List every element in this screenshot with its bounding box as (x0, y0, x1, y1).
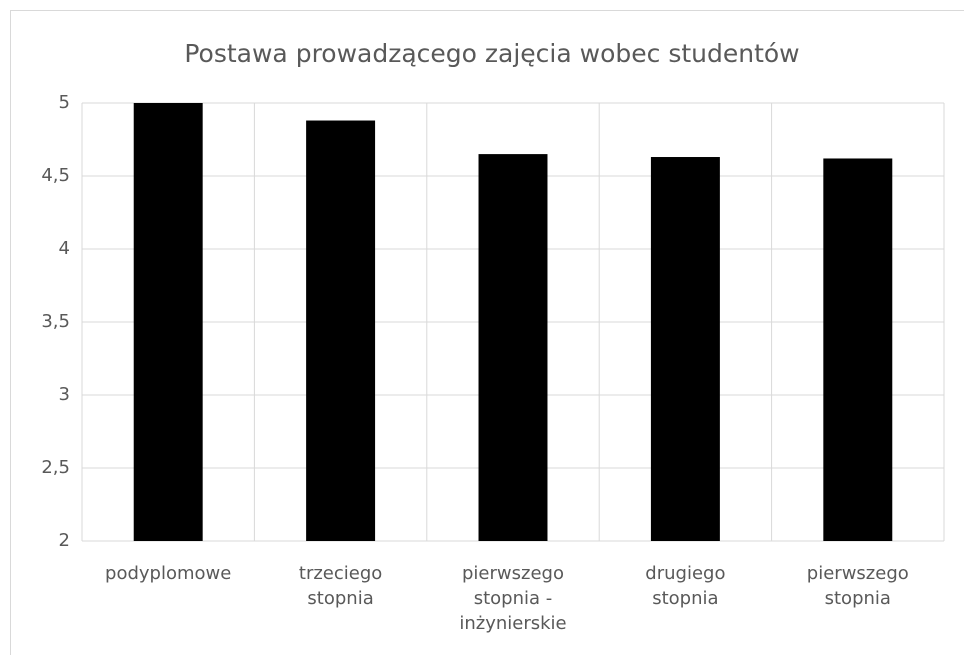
bar (133, 103, 203, 541)
x-tick-label: drugiego stopnia (645, 563, 726, 609)
y-tick-label: 3 (59, 384, 70, 405)
x-tick-label-box: pierwszego stopnia - inżynierskie (459, 563, 567, 634)
x-tick-label-box: trzeciego stopnia (298, 563, 383, 609)
bar (823, 158, 893, 542)
bar (650, 157, 720, 541)
chart-title: Postawa prowadzącego zajęcia wobec stude… (184, 39, 799, 68)
bar (306, 120, 376, 542)
y-tick-label: 3,5 (41, 311, 70, 332)
y-tick-label: 2,5 (41, 457, 70, 478)
x-tick-label: pierwszego stopnia (806, 563, 909, 609)
y-tick-label: 4,5 (41, 165, 70, 186)
y-tick-label: 5 (59, 92, 70, 113)
x-tick-label: pierwszego stopnia - inżynierskie (459, 563, 567, 634)
bar (478, 154, 548, 541)
x-tick-label-box: pierwszego stopnia (806, 563, 909, 609)
y-tick-label: 4 (59, 238, 70, 259)
x-tick-label-box: podyplomowe (105, 563, 232, 584)
x-tick-label-box: drugiego stopnia (645, 563, 726, 609)
y-tick-label: 2 (59, 530, 70, 551)
x-tick-label: podyplomowe (105, 563, 232, 584)
x-tick-label: trzeciego stopnia (298, 563, 383, 609)
